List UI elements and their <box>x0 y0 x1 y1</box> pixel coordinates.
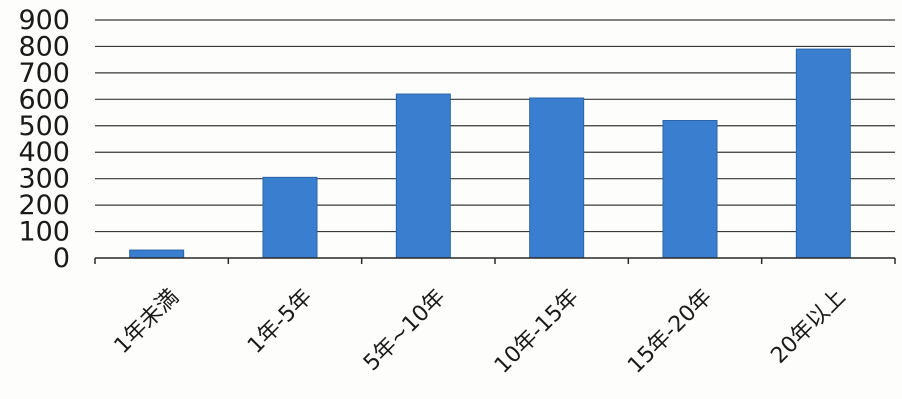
y-tick-label: 500 <box>18 111 70 142</box>
bar <box>395 93 451 259</box>
x-tick-label: 5年~10年 <box>359 285 451 377</box>
y-tick-label: 900 <box>18 5 70 36</box>
x-tick-label: 1年未満 <box>110 285 184 359</box>
y-tick-label: 100 <box>18 217 70 248</box>
x-axis-ticks: 1年未満 1年-5年 5年~10年 10年-15年 15年-20年 20年以上 <box>110 285 851 379</box>
x-tick-label: 10年-15年 <box>490 285 584 379</box>
x-tick-label: 20年以上 <box>766 285 850 369</box>
x-tick-label: 1年-5年 <box>243 285 317 359</box>
y-tick-label: 0 <box>53 243 70 274</box>
bar <box>795 48 851 259</box>
y-tick-label: 600 <box>18 84 70 115</box>
gridlines <box>95 19 895 233</box>
y-tick-label: 400 <box>18 137 70 168</box>
bar <box>262 176 318 259</box>
y-tick-label: 200 <box>18 190 70 221</box>
x-tick-label: 15年-20年 <box>623 285 717 379</box>
bar <box>529 97 585 259</box>
y-tick-label: 700 <box>18 58 70 89</box>
y-tick-label: 300 <box>18 164 70 195</box>
bar <box>129 249 185 259</box>
bar <box>662 119 718 259</box>
bars <box>129 48 851 259</box>
y-tick-label: 800 <box>18 31 70 62</box>
axes <box>94 257 896 264</box>
